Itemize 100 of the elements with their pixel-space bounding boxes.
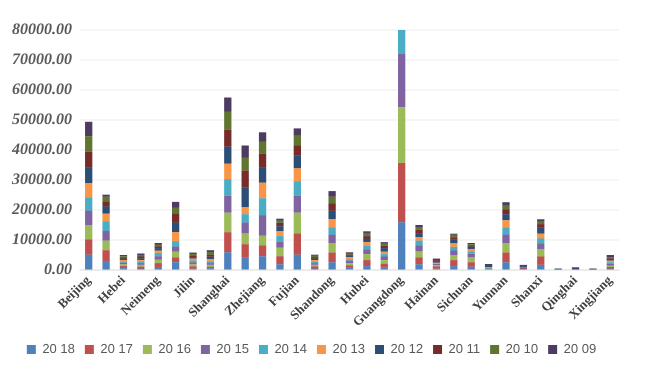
bar — [85, 152, 92, 168]
bar — [294, 168, 301, 182]
bar — [502, 234, 510, 243]
bar — [258, 215, 266, 236]
bar — [172, 252, 180, 258]
legend-label: 20 13 — [332, 341, 366, 356]
bar — [415, 251, 423, 258]
bar — [502, 214, 510, 220]
bar — [380, 260, 388, 264]
bar — [415, 233, 423, 237]
bar — [468, 251, 475, 254]
bar — [258, 167, 266, 183]
bar — [468, 266, 475, 270]
bar — [398, 222, 406, 270]
bar — [346, 260, 354, 264]
legend-label: 20 18 — [42, 341, 75, 356]
bar — [328, 196, 336, 204]
bar — [85, 210, 92, 225]
bar — [224, 163, 232, 180]
bar — [242, 214, 249, 223]
bar — [294, 145, 301, 156]
bar — [276, 230, 284, 236]
bar — [242, 145, 249, 158]
bar — [432, 266, 440, 269]
bar — [85, 122, 92, 136]
bar — [172, 257, 180, 262]
bar — [102, 202, 110, 206]
bar — [294, 181, 301, 196]
bar — [242, 157, 249, 171]
bar — [172, 208, 180, 214]
bar — [294, 196, 301, 213]
bar — [154, 252, 162, 256]
bar — [242, 222, 249, 234]
legend-label: 20 17 — [100, 341, 133, 356]
bar — [154, 256, 162, 260]
bar — [85, 224, 92, 240]
bar — [502, 242, 510, 253]
y-tick-label: 0.00 — [44, 261, 72, 278]
bar — [85, 197, 92, 211]
bar — [242, 187, 249, 207]
bar — [154, 250, 162, 253]
bar — [363, 260, 371, 266]
bar — [102, 196, 110, 202]
bar — [450, 266, 458, 270]
bar — [328, 252, 336, 262]
legend-label: 20 15 — [216, 341, 249, 356]
bar — [224, 179, 232, 196]
bar — [363, 234, 371, 236]
bar — [172, 222, 180, 232]
bar — [294, 212, 301, 234]
bar — [258, 198, 266, 216]
y-tick-label: 40000.00 — [11, 141, 72, 158]
legend-label: 20 16 — [158, 341, 191, 356]
bar — [380, 246, 388, 248]
bar — [363, 254, 371, 260]
y-tick-label: 20000.00 — [11, 201, 72, 218]
bar — [468, 257, 475, 262]
bar — [537, 224, 544, 228]
bar — [242, 233, 249, 244]
bar — [363, 246, 371, 250]
bar — [450, 260, 458, 266]
bar — [537, 238, 544, 244]
bar — [85, 239, 92, 255]
bar — [276, 226, 284, 231]
bar — [224, 196, 232, 213]
y-tick-label: 80000.00 — [12, 21, 72, 38]
bar — [102, 206, 110, 214]
bar — [537, 264, 544, 270]
bar — [398, 162, 406, 222]
bar — [172, 246, 180, 252]
bar — [328, 227, 336, 235]
bar — [502, 262, 510, 270]
bar — [398, 30, 406, 54]
bar — [294, 254, 301, 270]
bar — [450, 234, 458, 238]
bar — [415, 227, 423, 230]
bar — [450, 246, 458, 250]
bar — [85, 167, 92, 183]
bar — [258, 142, 266, 154]
bar — [294, 233, 301, 255]
bar — [224, 130, 232, 147]
bar — [606, 254, 614, 258]
bar — [537, 256, 544, 265]
legend-label: 20 10 — [506, 341, 538, 356]
bar — [154, 266, 162, 270]
bar — [380, 252, 388, 254]
bar — [172, 202, 180, 208]
bar — [398, 54, 406, 108]
bar — [468, 248, 475, 252]
bar — [258, 245, 266, 256]
bar — [415, 236, 423, 241]
bar — [85, 136, 92, 152]
bar — [276, 264, 284, 270]
bar — [154, 263, 162, 267]
bar — [537, 249, 544, 256]
bar — [450, 243, 458, 247]
bar — [346, 265, 354, 268]
bar — [363, 242, 371, 246]
bar — [450, 255, 458, 260]
bar — [502, 206, 510, 210]
